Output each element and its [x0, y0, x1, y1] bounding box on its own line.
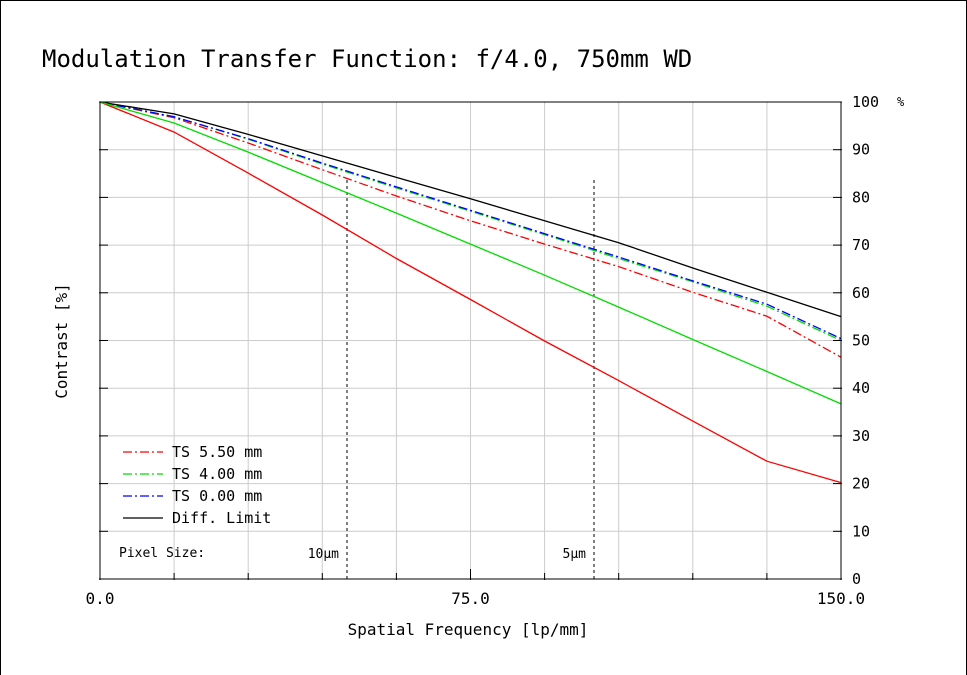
legend-label: TS 4.00 mm	[172, 465, 262, 483]
pixel-size-marker-label: 10µm	[308, 547, 339, 562]
legend-label: Diff. Limit	[172, 509, 271, 527]
y-tick-label: 20	[852, 475, 870, 493]
y-tick-label: 30	[852, 427, 870, 445]
series-line	[99, 101, 842, 340]
axes: 0 10 20 30 40 50 60 70 80 90 100 % 0.0 75.0 150.0 Pixel…	[86, 93, 905, 608]
series-line	[99, 101, 842, 358]
x-tick-label: 150.0	[817, 589, 865, 608]
series-line	[99, 101, 842, 318]
y-tick-label: 10	[852, 522, 870, 540]
y-tick-label: 0	[852, 570, 861, 588]
pixel-size-markers	[346, 180, 595, 579]
y-unit-label: %	[897, 95, 905, 109]
y-tick-label: 40	[852, 379, 870, 397]
chart-title: Modulation Transfer Function: f/4.0, 750…	[42, 45, 692, 73]
y-tick-label: 90	[852, 141, 870, 159]
series-line	[99, 101, 842, 405]
legend-label: TS 0.00 mm	[172, 487, 262, 505]
y-tick-label: 50	[852, 332, 870, 350]
y-axis-label: Contrast [%]	[52, 283, 71, 399]
legend-label: TS 5.50 mm	[172, 443, 262, 461]
y-tick-label: 100	[852, 93, 879, 111]
series-lines	[99, 101, 842, 484]
x-axis-label: Spatial Frequency [lp/mm]	[348, 620, 589, 639]
y-tick-label: 60	[852, 284, 870, 302]
x-tick-label: 0.0	[86, 589, 115, 608]
series-line	[99, 101, 842, 484]
y-tick-label: 80	[852, 188, 870, 206]
pixel-size-marker-label: 5µm	[563, 547, 587, 562]
x-tick-label: 75.0	[451, 589, 490, 608]
grid	[100, 102, 841, 579]
y-tick-label: 70	[852, 236, 870, 254]
legend: TS 5.50 mm TS 4.00 mm TS 0.00 mm Diff. Limi…	[123, 443, 271, 527]
pixel-size-label: Pixel Size:	[119, 546, 205, 561]
